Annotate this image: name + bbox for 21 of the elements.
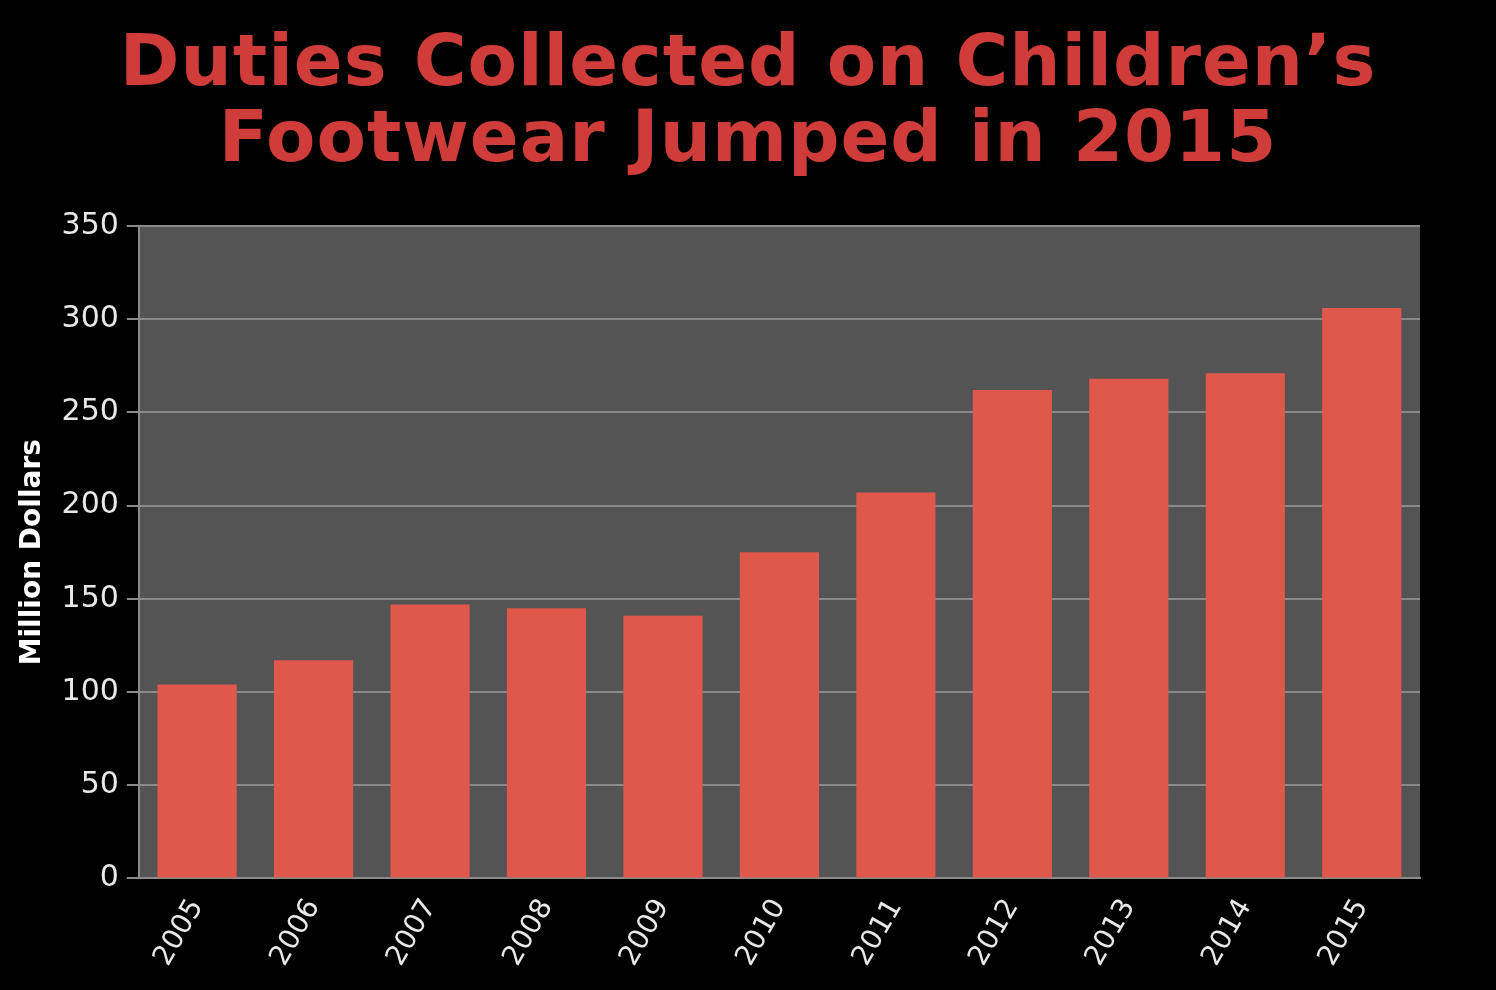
y-tick-label: 100 [61, 671, 119, 707]
bar [1205, 373, 1285, 878]
y-tick-label: 350 [61, 205, 119, 241]
y-tick-label: 250 [61, 392, 119, 428]
y-tick-label: 0 [99, 858, 119, 894]
bar [1322, 308, 1402, 878]
bar [972, 390, 1052, 878]
bar [273, 660, 354, 878]
y-axis-title: Million Dollars [14, 439, 48, 666]
bar [390, 604, 470, 878]
bar [157, 684, 237, 878]
bar [856, 492, 936, 878]
bar [1089, 378, 1169, 878]
chart-title: Duties Collected on Children’s Footwear Jumped in 2015 [118, 18, 1378, 178]
y-tick-label: 200 [61, 485, 119, 521]
bar [739, 552, 820, 878]
bar [506, 608, 587, 878]
y-tick-label: 50 [80, 765, 119, 801]
y-tick-label: 300 [61, 299, 119, 335]
y-tick-label: 150 [61, 578, 119, 614]
bar [623, 615, 703, 878]
